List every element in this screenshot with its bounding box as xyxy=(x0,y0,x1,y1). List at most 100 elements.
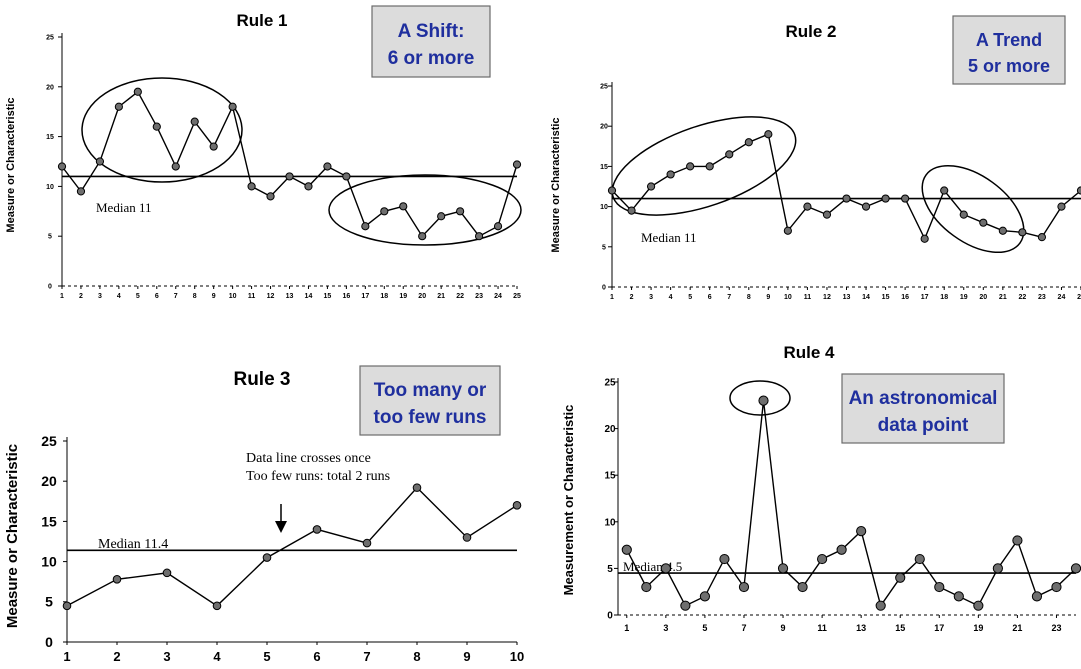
data-point xyxy=(881,194,890,203)
y-tick-label: 0 xyxy=(45,634,53,650)
x-tick-label: 13 xyxy=(843,294,851,301)
data-point xyxy=(412,483,422,492)
x-tick-label: 22 xyxy=(1018,294,1026,301)
y-axis-label: Measure or Characteristic xyxy=(550,117,562,252)
median-label: Median 11.4 xyxy=(98,537,168,552)
y-axis-label: Measure or Characteristic xyxy=(4,444,21,628)
data-point xyxy=(512,501,522,510)
data-point xyxy=(680,600,691,611)
x-tick-label: 6 xyxy=(155,293,159,300)
x-tick-label: 10 xyxy=(229,293,237,300)
x-tick-label: 15 xyxy=(895,623,905,633)
callout-box: A Shift: 6 or more xyxy=(371,5,491,78)
x-tick-label: 4 xyxy=(213,649,221,664)
x-tick-label: 19 xyxy=(399,293,407,300)
y-tick-label: 15 xyxy=(46,134,54,141)
x-tick-label: 16 xyxy=(901,294,909,301)
data-point xyxy=(856,526,867,537)
data-point xyxy=(76,187,86,196)
x-tick-label: 11 xyxy=(248,293,256,300)
trend-highlight-ellipse-1 xyxy=(611,116,797,216)
data-point xyxy=(1018,228,1027,237)
data-point xyxy=(627,206,636,215)
x-tick-label: 2 xyxy=(79,293,83,300)
x-tick-label: 16 xyxy=(342,293,350,300)
x-tick-label: 8 xyxy=(193,293,197,300)
data-point xyxy=(361,222,370,231)
y-tick-label: 20 xyxy=(600,124,608,131)
y-tick-label: 0 xyxy=(48,283,52,290)
x-tick-label: 3 xyxy=(98,293,102,300)
median-label: Median 4.5 xyxy=(623,559,682,574)
data-point xyxy=(816,553,828,565)
x-tick-label: 17 xyxy=(921,294,929,301)
data-point xyxy=(362,538,372,548)
data-point xyxy=(973,600,984,611)
data-point xyxy=(705,162,714,171)
data-point xyxy=(456,207,465,216)
outlier-highlight-ellipse xyxy=(729,380,791,416)
data-point xyxy=(934,581,945,593)
data-point xyxy=(247,182,256,191)
data-point xyxy=(62,601,72,611)
chart-rule-1-svg: Rule 1 A Shift: 6 or more Measure or Cha… xyxy=(5,5,522,300)
data-point xyxy=(342,172,351,181)
x-tick-label: 5 xyxy=(688,294,692,301)
chart-rule-2: Rule 2 A Trend 5 or more Measure or Char… xyxy=(545,0,1081,330)
x-tick-label: 13 xyxy=(856,623,866,633)
data-point xyxy=(95,157,105,166)
x-tick-label: 25 xyxy=(1077,294,1081,301)
y-axis-label: Measurement or Characteristic xyxy=(561,405,576,596)
callout-line-1: A Trend xyxy=(976,30,1042,50)
callout-box: An astronomical data point xyxy=(841,373,1005,444)
x-tick-label: 9 xyxy=(463,649,470,664)
x-tick-label: 1 xyxy=(60,293,64,300)
y-tick-label: 5 xyxy=(45,594,53,610)
x-tick-label: 12 xyxy=(267,293,275,300)
x-tick-label: 17 xyxy=(361,293,369,300)
x-tick-label: 19 xyxy=(973,623,983,633)
x-tick-label: 1 xyxy=(624,623,629,633)
x-tick-label: 3 xyxy=(163,649,170,664)
callout-box: Too many or too few runs xyxy=(359,365,501,436)
data-point xyxy=(262,553,272,562)
data-point xyxy=(1012,535,1023,546)
data-point xyxy=(1037,233,1047,242)
y-tick-label: 25 xyxy=(600,83,608,90)
data-point xyxy=(758,395,769,406)
data-point xyxy=(641,581,652,593)
data-point xyxy=(212,601,222,611)
chart-rule-3-svg: Rule 3 Too many or too few runs Measure … xyxy=(4,365,524,664)
x-tick-label: 11 xyxy=(804,294,812,301)
x-tick-label: 5 xyxy=(263,649,270,664)
x-tick-label: 21 xyxy=(999,294,1007,301)
data-point xyxy=(607,186,617,195)
data-point xyxy=(875,600,886,611)
x-tick-label: 25 xyxy=(513,293,521,300)
x-tick-label: 5 xyxy=(136,293,140,300)
x-tick-label: 6 xyxy=(708,294,712,301)
data-point xyxy=(418,232,427,241)
x-tick-label: 1 xyxy=(610,294,614,301)
plot-area: 0 5 10 15 20 25 1 2 3 4 5 6 7 8 9 10 xyxy=(41,433,524,664)
data-point xyxy=(953,591,964,602)
callout-line-2: data point xyxy=(878,415,969,436)
y-tick-label: 5 xyxy=(602,244,606,251)
callout-line-2: too few runs xyxy=(374,407,487,428)
x-tick-label: 11 xyxy=(817,623,827,633)
data-point xyxy=(920,234,929,243)
chart-rule-4: Rule 4 An astronomical data point Measur… xyxy=(545,338,1081,669)
x-tick-label: 8 xyxy=(413,649,420,664)
y-tick-label: 10 xyxy=(41,554,57,570)
data-point xyxy=(304,182,313,191)
data-point xyxy=(959,210,968,219)
data-point xyxy=(1031,591,1043,602)
y-axis-label: Measure or Characteristic xyxy=(5,97,17,232)
callout-box: A Trend 5 or more xyxy=(952,15,1066,85)
x-tick-label: 9 xyxy=(212,293,216,300)
data-point xyxy=(895,572,906,583)
data-point xyxy=(323,162,332,171)
